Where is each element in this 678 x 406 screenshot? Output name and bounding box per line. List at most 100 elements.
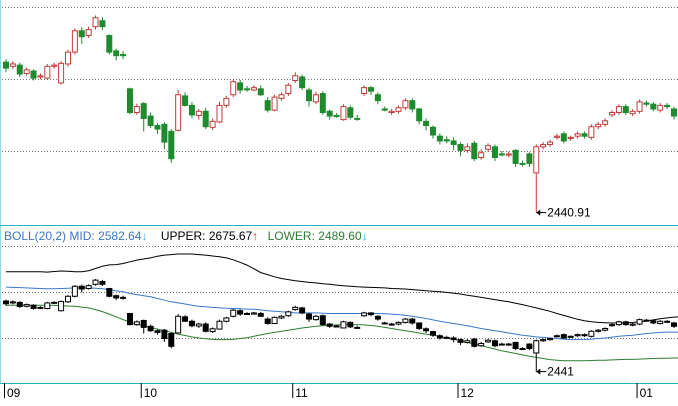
boll-lower-value: 2489.60 <box>318 229 362 243</box>
candle-body <box>526 153 533 164</box>
candle-body <box>78 30 85 38</box>
candle-body <box>347 107 354 118</box>
boll-ohlc-body <box>216 320 223 330</box>
time-tick-label: 12 <box>461 386 475 400</box>
candle-body <box>319 93 326 114</box>
mid-arrow-icon: ↓ <box>141 229 148 243</box>
candle-body <box>133 106 140 114</box>
boll-ohlc-body <box>271 316 278 325</box>
candle-body <box>71 30 78 53</box>
candle-body <box>340 106 347 121</box>
candle-body <box>312 94 319 103</box>
boll-ohlc-body <box>257 313 264 317</box>
candle-body <box>106 35 113 53</box>
boll-ohlc-body <box>374 315 381 320</box>
candle-body <box>113 50 120 57</box>
boll-name: BOLL(20,2) <box>4 229 67 243</box>
boll-ohlc-body <box>154 330 161 333</box>
boll-ohlc-body <box>188 320 195 327</box>
boll-ohlc-body <box>671 322 677 327</box>
boll-ohlc-body <box>99 281 106 285</box>
candle-body <box>560 133 567 142</box>
boll-ohlc-body <box>209 328 216 333</box>
candle-body <box>609 112 616 116</box>
boll-ohlc-body <box>106 287 113 297</box>
boll-ohlc-body <box>367 312 374 316</box>
boll-ohlc-body <box>553 335 560 338</box>
boll-ohlc-body <box>457 339 464 343</box>
boll-ohlc-body <box>443 336 450 339</box>
boll-ohlc-body <box>533 340 540 354</box>
candle-body <box>37 75 44 78</box>
boll-ohlc-body <box>175 315 182 334</box>
boll-ohlc-body <box>312 315 319 321</box>
candle-body <box>567 136 574 140</box>
boll-ohlc-body <box>609 324 616 327</box>
boll-ohlc-body <box>664 320 671 323</box>
candle-body <box>505 153 512 156</box>
candle-body <box>395 107 402 112</box>
boll-ohlc-body <box>560 334 567 339</box>
candle-body <box>450 140 457 145</box>
boll-upper-value: 2675.67 <box>208 229 253 243</box>
candle-body <box>409 100 416 110</box>
candle-body <box>264 100 271 111</box>
boll-ohlc-body <box>478 343 485 347</box>
boll-ohlc-body <box>126 313 133 326</box>
boll-ohlc-body <box>113 295 120 299</box>
time-tick-label: 10 <box>144 386 158 400</box>
candle-body <box>581 133 588 137</box>
boll-ohlc-body <box>388 323 395 326</box>
boll-ohlc-body <box>333 325 340 328</box>
boll-ohlc-body <box>402 318 409 323</box>
boll-ohlc-body <box>285 311 292 317</box>
candle-body <box>299 76 306 89</box>
boll-ohlc-body <box>547 338 554 341</box>
boll-ohlc-body <box>395 321 402 325</box>
candle-body <box>140 103 147 119</box>
candle-body <box>547 141 554 145</box>
candle-body <box>51 64 58 67</box>
boll-ohlc-body <box>147 325 154 332</box>
candle-body <box>9 63 16 67</box>
boll-legend: BOLL(20,2) MID: 2582.64↓ UPPER: 2675.67↑… <box>4 229 368 243</box>
boll-ohlc-body <box>636 319 643 325</box>
candle-body <box>498 153 505 156</box>
boll-ohlc-body <box>23 304 30 307</box>
boll-lower-label: LOWER: <box>267 229 315 243</box>
boll-ohlc-body <box>423 328 430 332</box>
boll-ohlc-body <box>64 295 71 303</box>
boll-ohlc-body <box>71 285 78 297</box>
boll-ohlc-body <box>485 339 492 343</box>
boll-ohlc-body <box>581 334 588 337</box>
candle-body <box>374 94 381 102</box>
boll-ohlc-body <box>182 316 189 322</box>
boll-lower-line <box>6 304 678 362</box>
boll-ohlc-body <box>37 306 44 309</box>
boll-ohlc-body <box>161 329 168 340</box>
candle-body <box>622 106 629 114</box>
boll-ohlc-body <box>615 321 622 326</box>
boll-upper-label: UPPER: <box>160 229 206 243</box>
candle-body <box>657 104 664 111</box>
candle-body <box>64 51 71 65</box>
low-annotation-arrow-icon <box>536 209 541 216</box>
boll-ohlc-body <box>409 318 416 324</box>
boll-ohlc-body <box>140 319 147 328</box>
candle-body <box>292 75 299 82</box>
candle-body <box>326 110 333 117</box>
candle-body <box>457 143 464 151</box>
boll-ohlc-body <box>505 343 512 346</box>
boll-ohlc-body <box>588 330 595 337</box>
boll-ohlc-body <box>44 302 51 309</box>
candle-body <box>615 106 622 114</box>
boll-ohlc-body <box>133 321 140 326</box>
boll-ohlc-body <box>195 323 202 327</box>
candle-body <box>423 120 430 127</box>
boll-ohlc-body <box>340 321 347 329</box>
boll-ohlc-body <box>347 321 354 328</box>
boll-ohlc-body <box>223 317 230 322</box>
boll-ohlc-body <box>429 331 436 336</box>
candle-body <box>354 117 361 120</box>
